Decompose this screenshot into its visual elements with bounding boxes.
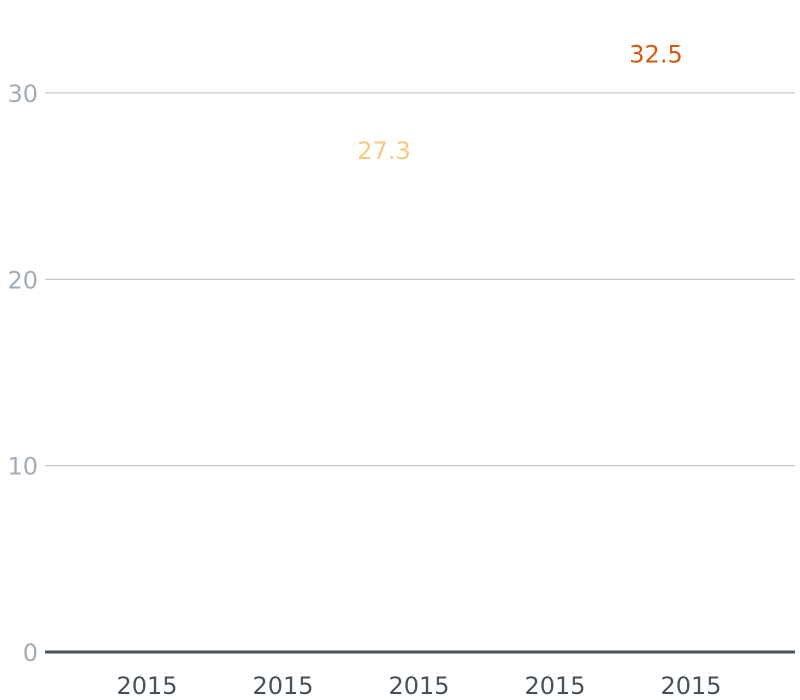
y-tick-label: 0 [23, 639, 38, 667]
y-tick-label: 10 [7, 453, 38, 481]
x-tick-label: 2015 [660, 672, 721, 700]
x-tick-label: 2015 [524, 672, 585, 700]
y-axis-ticks: 0 10 20 30 [7, 80, 38, 667]
data-label: 27.3 [357, 137, 410, 165]
data-label: 32.5 [629, 40, 682, 68]
y-tick-label: 30 [7, 80, 38, 108]
x-tick-label: 2015 [116, 672, 177, 700]
x-axis-ticks: 2015 2015 2015 2015 2015 [116, 672, 721, 700]
grid-layer [45, 92, 795, 654]
x-tick-label: 2015 [252, 672, 313, 700]
data-labels: 27.3 32.5 [357, 40, 682, 165]
x-tick-label: 2015 [388, 672, 449, 700]
y-tick-label: 20 [7, 266, 38, 294]
